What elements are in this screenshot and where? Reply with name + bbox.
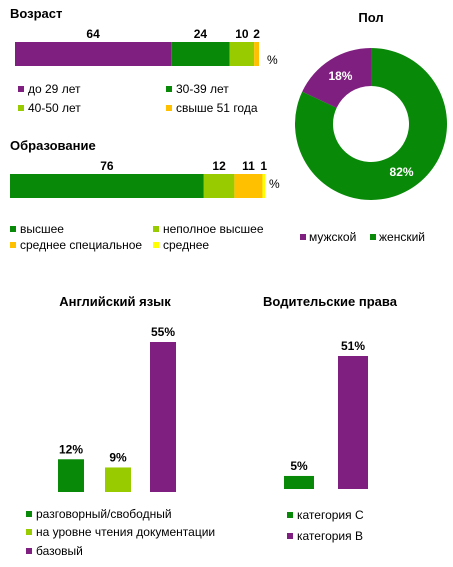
gender-legend-label-1: женский xyxy=(379,230,425,244)
gender-legend-swatch-1 xyxy=(370,234,376,240)
age-legend-label-3: свыше 51 года xyxy=(176,101,258,115)
education-legend-swatch-3 xyxy=(153,242,159,248)
education-legend-label-2: среднее специальное xyxy=(20,238,142,252)
license-bar-0 xyxy=(284,475,314,489)
education-data-label-1: 12 xyxy=(212,159,226,173)
age-legend: до 29 лет 30-39 лет 40-50 лет свыше 51 г… xyxy=(18,82,258,115)
education-legend: высшее неполное высшее среднее специальн… xyxy=(10,222,264,252)
education-bar-segment-2 xyxy=(234,174,263,198)
education-legend-swatch-0 xyxy=(10,226,16,232)
gender-chart-title: Пол xyxy=(358,10,383,25)
license-bar-1 xyxy=(338,356,368,489)
education-data-label-3: 1 xyxy=(260,159,267,173)
age-data-label-3: 2 xyxy=(253,27,260,41)
age-chart-unit: % xyxy=(267,53,278,67)
english-chart: Английский язык 12% 9% 55% разговорный/сво… xyxy=(26,294,215,558)
gender-slice-label-0: 82% xyxy=(390,165,414,179)
license-bar-label-0: 5% xyxy=(290,459,308,473)
gender-legend-label-0: мужской xyxy=(309,230,356,244)
license-legend-label-0: категория С xyxy=(297,508,364,522)
education-legend-label-0: высшее xyxy=(20,222,64,236)
gender-chart: Пол 82% 18% мужской женский xyxy=(295,10,448,244)
gender-legend: мужской женский xyxy=(300,230,425,244)
english-legend-swatch-2 xyxy=(26,548,32,554)
license-legend-swatch-1 xyxy=(287,533,293,539)
license-legend: категория С категория В xyxy=(287,508,364,543)
gender-slice-1 xyxy=(302,48,371,108)
education-chart-unit: % xyxy=(269,177,280,191)
age-bar-segment-3 xyxy=(254,42,259,66)
english-legend: разговорный/свободный на уровне чтения д… xyxy=(26,507,215,558)
english-legend-swatch-0 xyxy=(26,511,32,517)
age-legend-swatch-3 xyxy=(166,105,172,111)
age-legend-label-1: 30-39 лет xyxy=(176,82,229,96)
education-legend-swatch-2 xyxy=(10,242,16,248)
english-legend-label-0: разговорный/свободный xyxy=(36,507,172,521)
english-bar-0 xyxy=(58,459,84,492)
education-legend-label-3: среднее xyxy=(163,238,209,252)
english-chart-title: Английский язык xyxy=(59,294,171,309)
english-bar-label-0: 12% xyxy=(59,442,83,456)
education-bar-segment-0 xyxy=(10,174,204,198)
age-legend-swatch-2 xyxy=(18,105,24,111)
english-bar-2 xyxy=(150,342,176,492)
gender-slice-label-1: 18% xyxy=(328,69,352,83)
english-legend-label-2: базовый xyxy=(36,544,83,558)
education-bar-segment-1 xyxy=(203,174,235,198)
age-data-label-2: 10 xyxy=(235,27,249,41)
license-legend-swatch-0 xyxy=(287,512,293,518)
age-legend-label-2: 40-50 лет xyxy=(28,101,81,115)
age-legend-swatch-0 xyxy=(18,86,24,92)
age-bar-segment-0 xyxy=(15,42,172,66)
education-data-label-2: 11 xyxy=(242,159,255,173)
license-chart-title: Водительские права xyxy=(263,294,398,309)
education-chart: Образование 76 12 11 1 % высшее неполное вы… xyxy=(10,138,280,252)
english-bar-1 xyxy=(105,467,131,492)
english-bar-label-2: 55% xyxy=(151,325,175,339)
english-legend-swatch-1 xyxy=(26,529,32,535)
gender-legend-swatch-0 xyxy=(300,234,306,240)
license-bar-label-1: 51% xyxy=(341,339,365,353)
age-bar-segment-2 xyxy=(229,42,255,66)
age-bar-segment-1 xyxy=(171,42,230,66)
age-data-label-0: 64 xyxy=(86,27,100,41)
gender-slice-0 xyxy=(295,48,448,201)
license-chart: Водительские права 5% 51% категория С кат… xyxy=(263,294,398,543)
age-legend-label-0: до 29 лет xyxy=(28,82,81,96)
age-legend-swatch-1 xyxy=(166,86,172,92)
english-bar-label-1: 9% xyxy=(109,450,127,464)
education-legend-swatch-1 xyxy=(153,226,159,232)
age-chart: Возраст 64 24 10 2 % до 29 лет 30-39 лет 40… xyxy=(10,6,278,115)
english-legend-label-1: на уровне чтения документации xyxy=(36,525,215,539)
education-data-label-0: 76 xyxy=(100,159,114,173)
education-chart-title: Образование xyxy=(10,138,96,153)
age-chart-title: Возраст xyxy=(10,6,62,21)
license-legend-label-1: категория В xyxy=(297,529,363,543)
education-bar-segment-3 xyxy=(262,174,265,198)
age-data-label-1: 24 xyxy=(194,27,208,41)
education-legend-label-1: неполное высшее xyxy=(163,222,264,236)
